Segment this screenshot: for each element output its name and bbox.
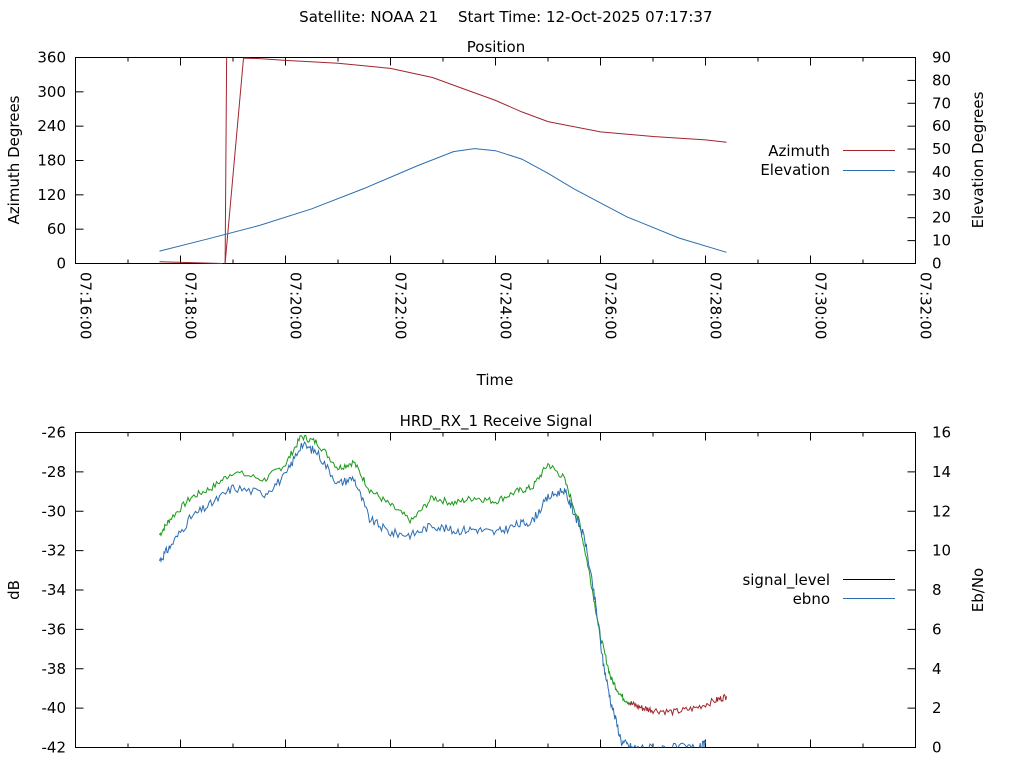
- signal-y2tick-label: 8: [932, 581, 942, 599]
- signal-legend: signal_level ebno: [742, 571, 895, 608]
- position-xtick-label: 07:26:00: [602, 272, 620, 339]
- position-y2tick-label: 70: [932, 94, 951, 112]
- signal-y2tick-label: 0: [932, 739, 942, 757]
- position-xlabel: Time: [476, 371, 514, 389]
- ebno-line: [159, 440, 706, 748]
- position-y2tick-label: 30: [932, 186, 951, 204]
- position-ytick-label: 120: [37, 186, 66, 204]
- legend-label-ebno: ebno: [793, 590, 830, 608]
- position-title: Position: [467, 38, 525, 56]
- signal-title: HRD_RX_1 Receive Signal: [400, 412, 593, 431]
- position-y2label: Elevation Degrees: [969, 91, 987, 228]
- legend-label-signal-level: signal_level: [742, 571, 830, 590]
- position-y2tick-label: 0: [932, 255, 942, 273]
- start-time-label: Start Time: 12-Oct-2025 07:17:37: [458, 8, 713, 26]
- legend-label-azimuth: Azimuth: [768, 142, 830, 160]
- signal-y2tick-label: 6: [932, 620, 942, 638]
- position-ytick-label: 240: [37, 117, 66, 135]
- position-y2tick-label: 40: [932, 163, 951, 181]
- position-y2tick-label: 10: [932, 232, 951, 250]
- signal-ytick-label: -30: [42, 502, 67, 520]
- position-xtick-label: 07:20:00: [287, 272, 305, 339]
- legend-label-elevation: Elevation: [760, 161, 830, 179]
- signal-y2tick-label: 16: [932, 424, 951, 442]
- position-xtick-label: 07:28:00: [707, 272, 725, 339]
- position-y2tick-label: 90: [932, 49, 951, 67]
- signal-ytick-label: -38: [42, 660, 67, 678]
- position-y2tick-label: 60: [932, 117, 951, 135]
- signal-y2tick-label: 10: [932, 542, 951, 560]
- position-ytick-label: 0: [56, 255, 66, 273]
- position-xtick-label: 07:30:00: [812, 272, 830, 339]
- elevation-line: [159, 148, 727, 253]
- azimuth-line-pre-wrap: [159, 261, 223, 264]
- position-xtick-label: 07:22:00: [392, 272, 410, 339]
- signal-level-line-strong: [159, 434, 633, 707]
- signal-ytick-label: -32: [42, 542, 67, 560]
- signal-ytick-label: -28: [42, 463, 67, 481]
- signal-y2tick-label: 4: [932, 660, 942, 678]
- signal-y2tick-label: 12: [932, 502, 951, 520]
- signal-level-line: [629, 693, 727, 717]
- position-xtick-label: 07:18:00: [182, 272, 200, 339]
- signal-y2label: Eb/No: [969, 568, 987, 612]
- signal-y2tick-label: 14: [932, 463, 951, 481]
- position-chart: Position Azimuth Degrees Elevation Degre…: [5, 38, 987, 389]
- position-y2tick-label: 20: [932, 209, 951, 227]
- position-legend: Azimuth Elevation: [760, 142, 895, 179]
- signal-plot-frame: [75, 432, 916, 748]
- azimuth-wrap-line: [224, 57, 228, 264]
- position-y2tick-label: 50: [932, 140, 951, 158]
- position-xtick-label: 07:32:00: [917, 272, 935, 339]
- signal-ytick-label: -42: [42, 739, 67, 757]
- signal-ytick-label: -34: [42, 581, 67, 599]
- signal-ytick-label: -26: [42, 424, 67, 442]
- signal-ylabel: dB: [5, 580, 23, 600]
- position-xtick-label: 07:16:00: [77, 272, 95, 339]
- signal-ytick-label: -40: [42, 699, 67, 717]
- signal-ytick-label: -36: [42, 620, 67, 638]
- position-ytick-label: 60: [47, 220, 66, 238]
- azimuth-line: [224, 57, 727, 264]
- signal-y2tick-label: 2: [932, 699, 942, 717]
- satellite-label: Satellite: NOAA 21: [299, 8, 438, 26]
- position-ytick-label: 300: [37, 83, 66, 101]
- position-xtick-label: 07:24:00: [497, 272, 515, 339]
- position-y2tick-label: 80: [932, 71, 951, 89]
- position-ylabel: Azimuth Degrees: [5, 95, 23, 224]
- position-ytick-label: 360: [37, 49, 66, 67]
- receive-signal-chart: HRD_RX_1 Receive Signal dB Eb/No -42 -40 -…: [5, 412, 987, 757]
- position-ytick-label: 180: [37, 152, 66, 170]
